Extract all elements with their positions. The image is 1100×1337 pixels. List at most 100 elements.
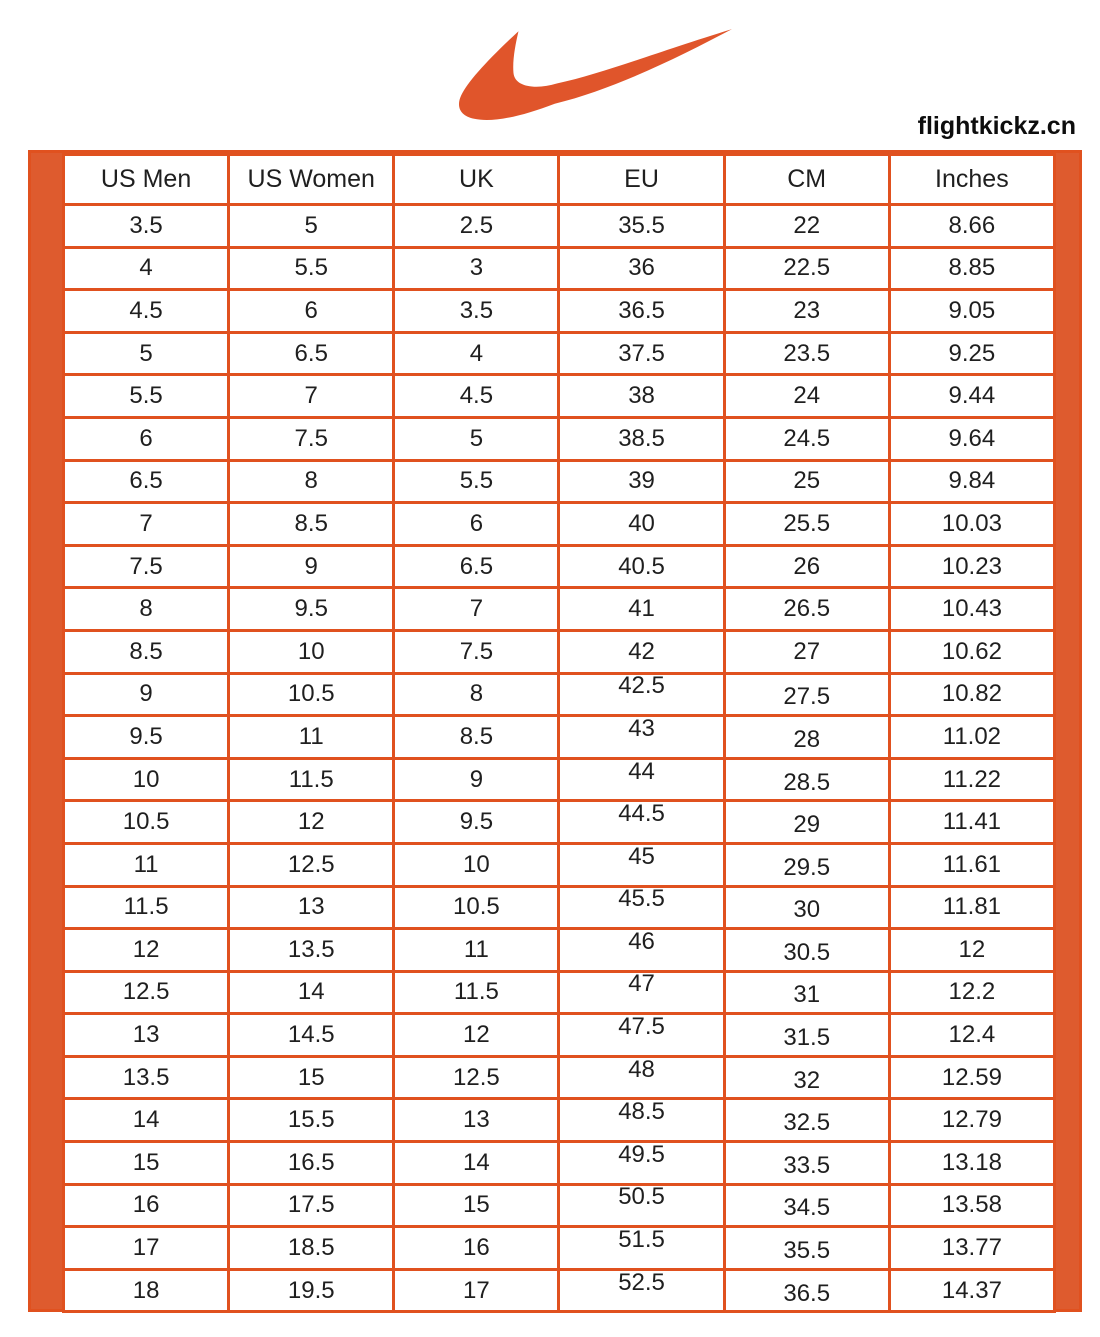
size-cell: 9.44 — [887, 373, 1057, 419]
size-cell: 11.41 — [887, 799, 1057, 845]
size-cell: 4 — [61, 245, 231, 292]
size-cell: 41 — [557, 586, 726, 632]
size-cell: 14 — [61, 1097, 231, 1144]
size-cell: 25 — [722, 458, 891, 505]
size-cell: 23.5 — [722, 330, 891, 377]
size-cell: 46 — [557, 927, 726, 973]
table-row: 14 15.5 13 48.5 32.5 12.79 — [61, 1097, 1057, 1144]
size-cell: 9.84 — [887, 458, 1057, 505]
size-cell: 9 — [227, 543, 396, 590]
table-row: 9 10.5 8 42.5 27.5 10.82 — [61, 671, 1057, 718]
size-cell: 6.5 — [227, 330, 396, 377]
size-cell: 10 — [61, 756, 231, 803]
size-cell: 9.5 — [392, 799, 561, 845]
size-cell: 45.5 — [557, 884, 726, 931]
column-header: CM — [722, 153, 891, 206]
size-cell: 10 — [392, 841, 561, 888]
size-cell: 14.5 — [227, 1012, 396, 1058]
size-cell: 8.5 — [227, 501, 396, 547]
size-cell: 36 — [557, 245, 726, 292]
size-cell: 6 — [227, 288, 396, 334]
size-cell: 48 — [557, 1054, 726, 1101]
column-header: US Women — [227, 153, 396, 206]
table-row: 15 16.5 14 49.5 33.5 13.18 — [61, 1140, 1057, 1186]
size-cell: 35.5 — [557, 203, 726, 249]
size-cell: 47.5 — [557, 1012, 726, 1058]
size-cell: 36.5 — [557, 288, 726, 334]
size-cell: 10 — [227, 628, 396, 675]
size-cell: 11.5 — [61, 884, 231, 931]
column-header: Inches — [887, 153, 1057, 206]
size-cell: 11.81 — [887, 884, 1057, 931]
size-cell: 5 — [392, 415, 561, 462]
size-cell: 17.5 — [227, 1182, 396, 1229]
table-row: 6 7.5 5 38.5 24.5 9.64 — [61, 415, 1057, 462]
size-cell: 24 — [722, 373, 891, 419]
size-cell: 12.2 — [887, 969, 1057, 1016]
size-cell: 18 — [61, 1267, 231, 1314]
size-cell: 8.85 — [887, 245, 1057, 292]
table-row: 17 18.5 16 51.5 35.5 13.77 — [61, 1225, 1057, 1271]
table-row: 18 19.5 17 52.5 36.5 14.37 — [61, 1267, 1057, 1314]
left-accent-bar — [31, 153, 62, 1309]
size-cell: 9.25 — [887, 330, 1057, 377]
size-cell: 38.5 — [557, 415, 726, 462]
size-cell: 4 — [392, 330, 561, 377]
size-cell: 5.5 — [61, 373, 231, 419]
size-cell: 14.37 — [887, 1267, 1057, 1314]
table-row: 8.5 10 7.5 42 27 10.62 — [61, 628, 1057, 675]
size-cell: 23 — [722, 288, 891, 334]
size-cell: 13 — [227, 884, 396, 931]
size-cell: 43 — [557, 714, 726, 760]
size-cell: 10.03 — [887, 501, 1057, 547]
size-cell: 8.5 — [392, 714, 561, 760]
size-cell: 17 — [392, 1267, 561, 1314]
size-cell: 15 — [61, 1140, 231, 1186]
size-cell: 18.5 — [227, 1225, 396, 1271]
nike-swoosh-icon — [458, 29, 732, 121]
size-cell: 7.5 — [61, 543, 231, 590]
size-cell: 14 — [227, 969, 396, 1016]
size-cell: 34.5 — [722, 1182, 891, 1229]
size-table: US Men US Women UK EU CM Inches 3.5 5 2.5 35.5 22… — [61, 153, 1057, 1314]
size-cell: 5 — [61, 330, 231, 377]
size-cell: 3 — [392, 245, 561, 292]
size-cell: 10.62 — [887, 628, 1057, 675]
size-cell: 6.5 — [392, 543, 561, 590]
size-cell: 12 — [392, 1012, 561, 1058]
header-row: US Men US Women UK EU CM Inches — [61, 153, 1057, 206]
size-chart: US Men US Women UK EU CM Inches 3.5 5 2.5 35.5 22… — [28, 150, 1082, 1314]
size-cell: 16 — [61, 1182, 231, 1229]
size-cell: 40.5 — [557, 543, 726, 590]
table-row: 16 17.5 15 50.5 34.5 13.58 — [61, 1182, 1057, 1229]
table-row: 11.5 13 10.5 45.5 30 11.81 — [61, 884, 1057, 931]
size-cell: 7.5 — [392, 628, 561, 675]
size-cell: 28.5 — [722, 756, 891, 803]
size-cell: 9.5 — [227, 586, 396, 632]
size-cell: 10.5 — [227, 671, 396, 718]
size-cell: 11 — [61, 841, 231, 888]
table-row: 7.5 9 6.5 40.5 26 10.23 — [61, 543, 1057, 590]
table-row: 13 14.5 12 47.5 31.5 12.4 — [61, 1012, 1057, 1058]
size-cell: 3.5 — [61, 203, 231, 249]
size-cell: 39 — [557, 458, 726, 505]
nike-logo — [452, 26, 734, 124]
size-cell: 3.5 — [392, 288, 561, 334]
size-cell: 44 — [557, 756, 726, 803]
size-cell: 30 — [722, 884, 891, 931]
size-cell: 9 — [61, 671, 231, 718]
size-cell: 7 — [227, 373, 396, 419]
size-cell: 33.5 — [722, 1140, 891, 1186]
size-table-head: US Men US Women UK EU CM Inches — [61, 153, 1057, 206]
size-cell: 22 — [722, 203, 891, 249]
size-cell: 11 — [227, 714, 396, 760]
size-cell: 10.5 — [61, 799, 231, 845]
size-cell: 7 — [392, 586, 561, 632]
size-cell: 6 — [61, 415, 231, 462]
table-row: 4.5 6 3.5 36.5 23 9.05 — [61, 288, 1057, 334]
size-cell: 15 — [392, 1182, 561, 1229]
table-row: 5 6.5 4 37.5 23.5 9.25 — [61, 330, 1057, 377]
table-row: 8 9.5 7 41 26.5 10.43 — [61, 586, 1057, 632]
table-row: 11 12.5 10 45 29.5 11.61 — [61, 841, 1057, 888]
size-cell: 9.64 — [887, 415, 1057, 462]
